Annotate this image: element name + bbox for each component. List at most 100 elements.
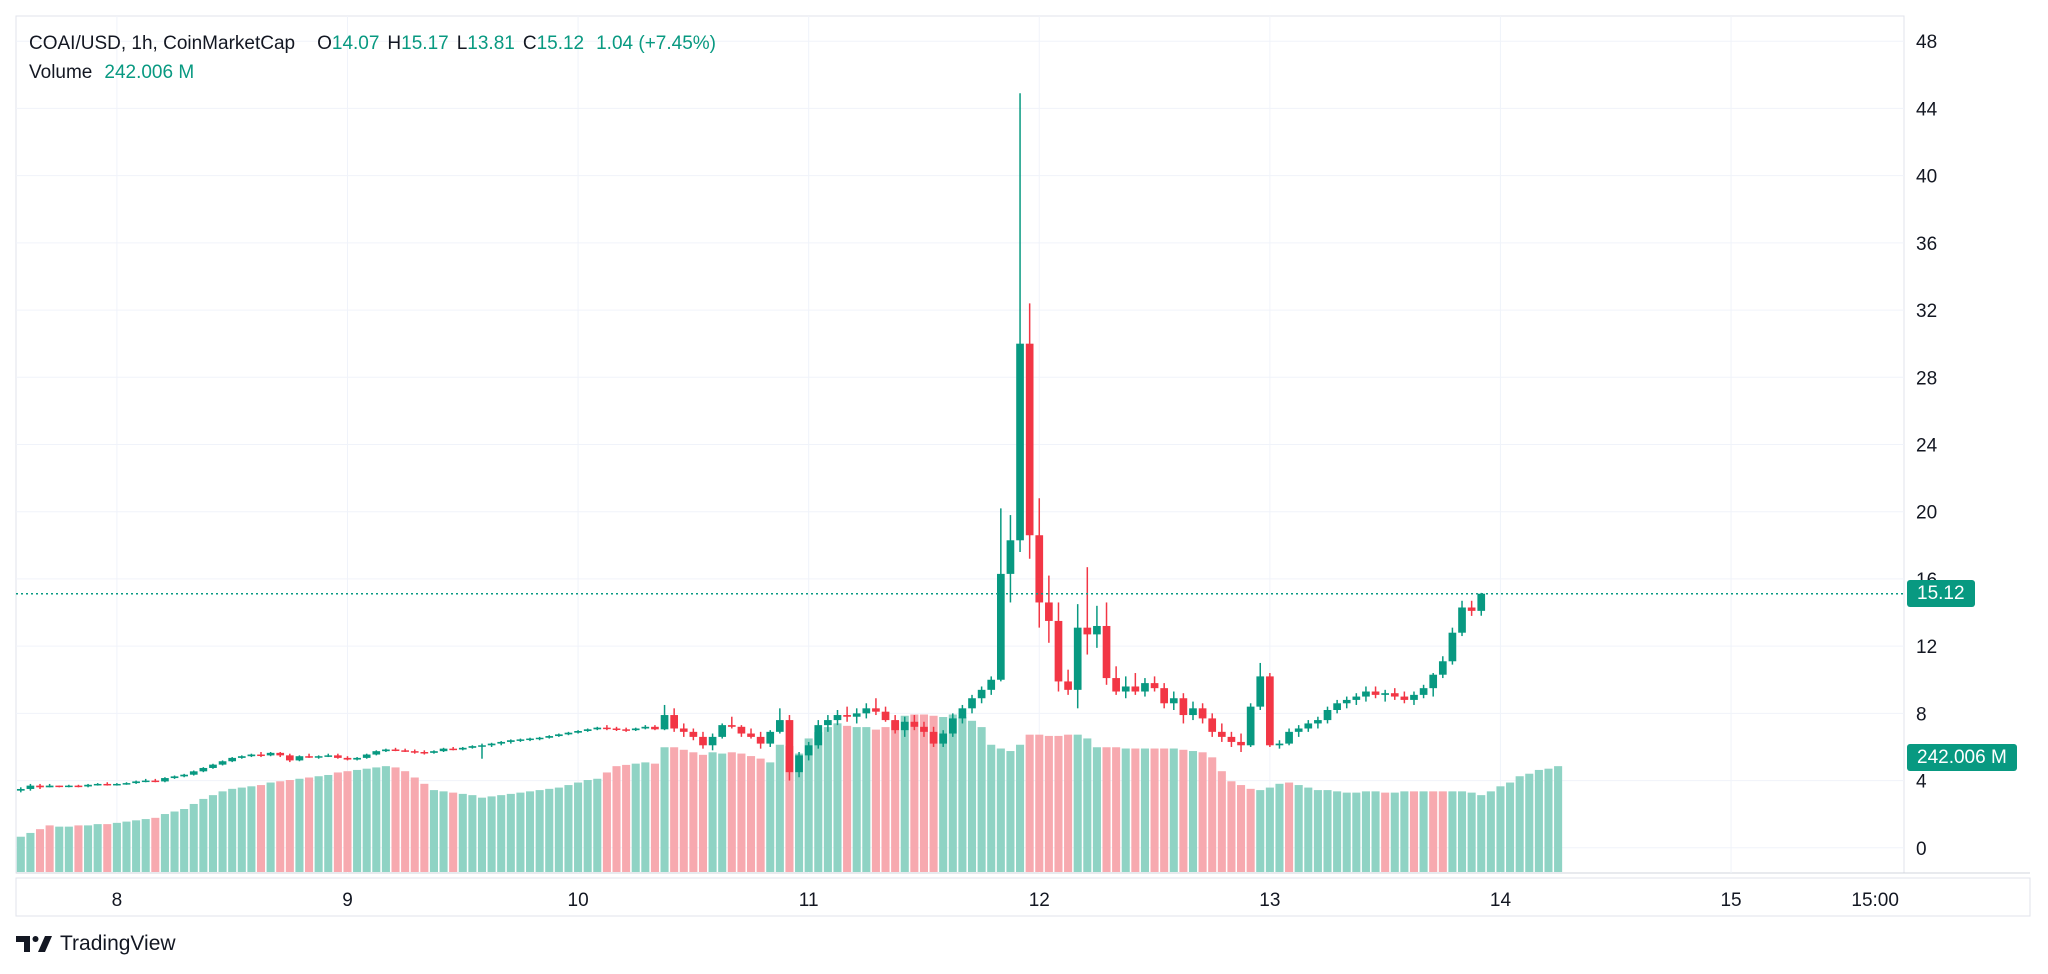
volume-bar <box>35 829 45 872</box>
candle-body <box>1467 607 1476 611</box>
volume-bar <box>1246 788 1255 872</box>
x-tick-label: 14 <box>1490 890 1512 911</box>
candle-body <box>535 737 544 740</box>
volume-bar <box>996 748 1005 872</box>
volume-bar <box>602 772 611 872</box>
volume-bar <box>1371 791 1380 872</box>
y-tick-label: 4 <box>1916 772 1927 793</box>
volume-bar <box>170 811 179 872</box>
open-label: O <box>317 33 332 54</box>
tradingview-brand[interactable]: TradingView <box>16 932 176 956</box>
volume-bar <box>353 769 362 872</box>
low-value: 13.81 <box>467 33 515 54</box>
volume-bar <box>1237 785 1246 872</box>
x-tick-label: 11 <box>799 890 819 911</box>
volume-bar <box>1342 792 1351 872</box>
candle-body <box>1352 696 1361 700</box>
y-tick-label: 28 <box>1916 368 1937 389</box>
candle-body <box>266 752 275 756</box>
candle-body <box>1323 710 1332 721</box>
volume-bar <box>1333 791 1342 872</box>
volume-bar <box>1429 791 1438 872</box>
candle-body <box>727 725 736 727</box>
candle-body <box>641 726 650 729</box>
symbol-title[interactable]: COAI/USD, 1h, CoinMarketCap <box>29 33 296 54</box>
candle-body <box>699 736 707 746</box>
volume-label[interactable]: Volume <box>29 62 93 83</box>
candle-body <box>900 721 909 731</box>
volume-bar <box>276 781 285 872</box>
candle-body <box>1227 736 1236 742</box>
volume-bar <box>1256 790 1265 872</box>
candle-body <box>593 727 602 730</box>
volume-bar <box>16 836 25 872</box>
candle-body <box>1333 703 1341 711</box>
candle-body <box>401 750 409 752</box>
volume-bar <box>180 809 189 872</box>
volume-bar <box>420 783 429 872</box>
volume-bar <box>554 787 563 872</box>
volume-bar <box>1121 748 1130 872</box>
candle-body <box>833 715 842 721</box>
candle-body <box>209 764 217 768</box>
volume-bar <box>775 744 784 872</box>
volume-bar <box>843 725 852 872</box>
candle-body <box>497 741 506 744</box>
candle-body <box>237 756 246 758</box>
volume-bar <box>314 776 323 872</box>
candle-body <box>430 751 438 753</box>
y-tick-label: 8 <box>1916 704 1927 725</box>
candle-body <box>45 785 54 788</box>
candle-body <box>1112 678 1120 692</box>
candle-body <box>612 728 621 730</box>
candle-body <box>295 756 304 761</box>
volume-bar <box>1304 787 1313 872</box>
candle-body <box>1189 708 1197 716</box>
candle-body <box>795 755 803 773</box>
volume-value: 242.006 M <box>104 62 195 83</box>
x-tick-label: 10 <box>568 890 589 911</box>
volume-bar <box>545 788 554 872</box>
candle-body <box>1362 691 1370 697</box>
volume-bar <box>795 753 804 872</box>
low-label: L <box>456 33 468 54</box>
volume-bar <box>1150 748 1159 872</box>
candle-body <box>862 708 871 714</box>
volume-bar <box>218 791 227 872</box>
candle-body <box>1217 731 1226 737</box>
candle-body <box>1256 676 1265 707</box>
candle-body <box>161 778 169 782</box>
volume-bar <box>1381 792 1390 872</box>
volume-bar <box>727 752 736 872</box>
high-label: H <box>387 33 402 54</box>
volume-bar <box>1467 792 1476 872</box>
volume-bar <box>93 824 102 872</box>
y-tick-label: 40 <box>1916 167 1937 188</box>
volume-bar <box>1227 781 1236 872</box>
volume-bar <box>641 762 650 872</box>
volume-bar <box>516 792 525 872</box>
volume-bar <box>919 714 929 872</box>
y-tick-label: 24 <box>1916 436 1938 457</box>
volume-bar <box>1188 751 1198 872</box>
candle-body <box>929 731 938 744</box>
volume-bar <box>756 758 765 872</box>
x-tick-label: 8 <box>112 890 123 911</box>
candle-body <box>526 738 534 741</box>
candle-body <box>1169 698 1178 704</box>
candle-body <box>314 756 323 758</box>
candle-body <box>170 776 179 779</box>
candle-body <box>977 689 986 699</box>
y-tick-label: 44 <box>1916 99 1938 120</box>
x-tick-label: 15:00 <box>1851 890 1899 911</box>
x-tick-label: 15 <box>1720 890 1741 911</box>
candle-body <box>1477 593 1486 611</box>
candle-body <box>324 755 333 757</box>
candle-body <box>180 774 188 777</box>
candle-body <box>55 785 64 788</box>
volume-bar <box>1352 792 1361 872</box>
volume-bar <box>939 717 948 872</box>
candle-body <box>708 736 717 746</box>
volume-bar <box>862 727 871 872</box>
